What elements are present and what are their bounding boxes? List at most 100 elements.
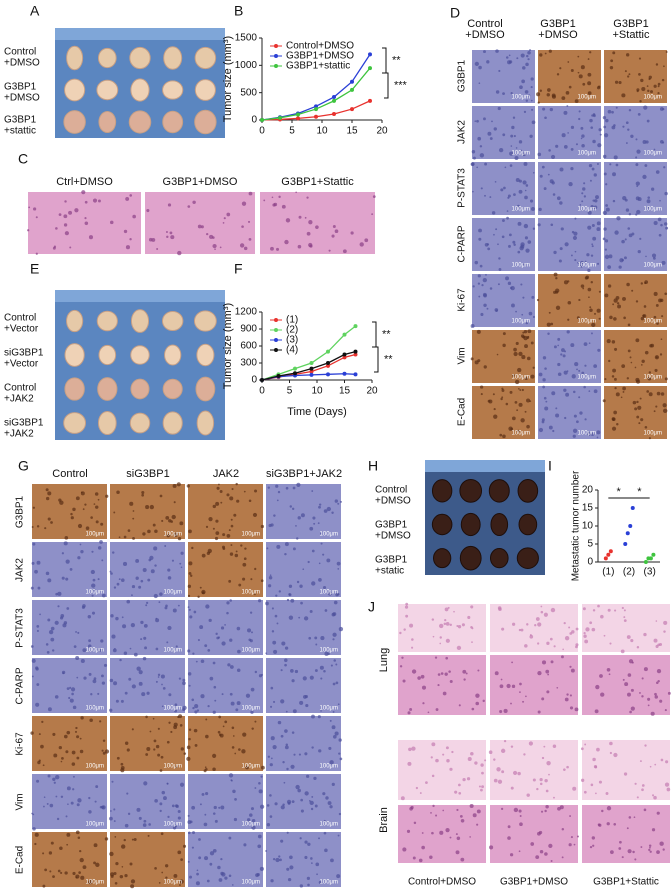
- tissue-cell: [569, 665, 572, 668]
- tissue-cell: [661, 260, 666, 265]
- tissue-cell: [590, 254, 594, 257]
- specimen: [129, 412, 151, 434]
- tissue-image: [32, 658, 107, 713]
- tissue-cell: [587, 287, 592, 292]
- tissue-cell: [577, 71, 580, 74]
- tissue-cell: [519, 815, 522, 817]
- tissue-cell: [471, 627, 474, 630]
- specimen: [490, 512, 509, 537]
- tissue-cell: [222, 222, 225, 224]
- tissue-cell: [587, 58, 590, 60]
- scale-label: 100μm: [644, 263, 662, 269]
- tissue-cell: [635, 156, 638, 159]
- y-tick-label: 1000: [235, 60, 258, 71]
- tissue-cell: [582, 287, 585, 290]
- tissue-cell: [212, 504, 217, 509]
- tissue-cell: [479, 145, 483, 148]
- data-point: [309, 372, 314, 377]
- tissue-cell: [646, 390, 650, 393]
- tissue-cell: [322, 585, 327, 590]
- tissue-cell: [494, 671, 499, 676]
- y-tick-label: 0: [251, 375, 257, 386]
- tissue-cell: [136, 666, 141, 671]
- tissue-cell: [624, 682, 629, 687]
- tissue-cell: [79, 849, 82, 853]
- tissue-cell: [93, 861, 96, 865]
- tissue-cell: [80, 491, 85, 496]
- tissue-cell: [163, 796, 167, 801]
- tissue-cell: [323, 669, 326, 673]
- tissue-cell: [413, 821, 417, 825]
- tissue-cell: [609, 741, 613, 746]
- tissue-cell: [574, 99, 579, 104]
- y-tick-label: 900: [240, 324, 257, 335]
- tissue-cell: [537, 642, 540, 645]
- tissue-cell: [179, 782, 185, 787]
- tissue-cell: [561, 828, 565, 831]
- tissue-cell: [524, 236, 529, 240]
- tissue-cell: [486, 243, 490, 246]
- tissue-cell: [435, 758, 439, 763]
- tissue-cell: [274, 802, 278, 806]
- tissue-cell: [166, 533, 170, 538]
- tissue-cell: [299, 884, 304, 888]
- specimen: [96, 310, 118, 332]
- scale-label: 100μm: [320, 764, 338, 770]
- tissue-cell: [224, 624, 226, 626]
- tissue-cell: [197, 638, 201, 642]
- tissue-cell: [654, 692, 657, 696]
- tissue-cell: [476, 823, 479, 826]
- tissue-cell: [547, 332, 550, 336]
- tissue-cell: [555, 413, 560, 418]
- tissue-cell: [541, 697, 545, 701]
- tissue-cell: [131, 584, 136, 589]
- tissue-cell: [166, 235, 169, 239]
- tissue-cell: [142, 568, 147, 573]
- tissue-cell: [633, 816, 636, 819]
- tissue-cell: [126, 748, 130, 752]
- tissue-cell: [281, 641, 286, 646]
- tissue-cell: [148, 823, 151, 826]
- tissue-image: [110, 658, 185, 713]
- tissue-cell: [568, 843, 572, 847]
- tissue-cell: [187, 860, 190, 863]
- tissue-cell: [231, 726, 235, 730]
- tissue-cell: [517, 250, 521, 254]
- tissue-cell: [630, 706, 635, 711]
- tissue-cell: [568, 181, 573, 187]
- tissue-cell: [100, 522, 104, 526]
- tissue-cell: [123, 838, 126, 842]
- tissue-cell: [477, 136, 482, 141]
- tissue-cell: [38, 733, 41, 736]
- tissue-cell: [109, 851, 114, 857]
- label: +DMSO: [465, 29, 505, 41]
- tissue-cell: [88, 810, 92, 814]
- tissue-cell: [507, 825, 511, 829]
- tissue-cell: [659, 841, 664, 846]
- tissue-cell: [143, 636, 147, 640]
- tissue-cell: [99, 540, 103, 544]
- tissue-cell: [495, 228, 498, 231]
- tissue-cell: [278, 590, 281, 593]
- tissue-cell: [251, 825, 256, 830]
- tissue-cell: [454, 790, 458, 794]
- tissue-cell: [102, 739, 106, 743]
- tissue-cell: [179, 879, 184, 884]
- tissue-cell: [164, 545, 167, 547]
- tissue-cell: [145, 753, 149, 756]
- tissue-cell: [644, 744, 647, 747]
- tissue-cell: [250, 710, 254, 714]
- tissue-cell: [402, 847, 407, 852]
- tissue-cell: [311, 795, 314, 798]
- tissue-cell: [297, 244, 302, 249]
- tissue-cell: [497, 283, 500, 286]
- scale-label: 100μm: [320, 822, 338, 828]
- tissue-cell: [180, 551, 184, 555]
- tissue-cell: [79, 857, 84, 863]
- tissue-cell: [474, 120, 477, 123]
- tissue-cell: [488, 750, 493, 755]
- data-point: [260, 118, 264, 122]
- tissue-cell: [522, 331, 525, 334]
- data-point: [353, 324, 358, 329]
- tissue-cell: [320, 710, 322, 712]
